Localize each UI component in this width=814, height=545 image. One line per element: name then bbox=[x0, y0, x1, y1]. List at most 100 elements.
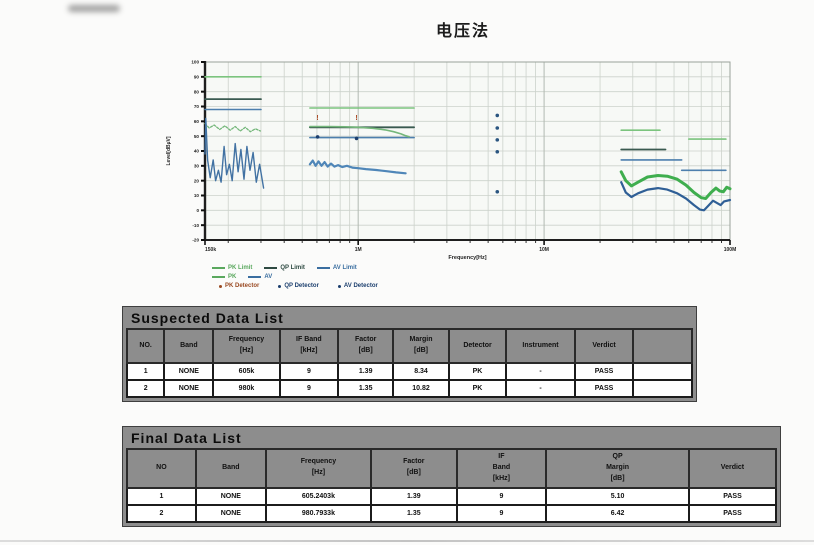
suspected-data-table: Suspected Data List NO. Band Frequency [Hz] I… bbox=[122, 306, 697, 402]
legend-label: AV Detector bbox=[343, 283, 378, 289]
legend-item: AV bbox=[248, 274, 272, 280]
table-row: 1 NONE 605k 9 1.39 8.34 PK - PASS bbox=[125, 362, 693, 381]
legend-label: PK bbox=[228, 274, 237, 280]
y-tick-label: 100 bbox=[191, 60, 199, 65]
table-cell: PK bbox=[447, 362, 508, 381]
legend-row: PK AV bbox=[212, 274, 378, 280]
y-axis-label: Level[dBµV] bbox=[166, 136, 172, 165]
marker-pk-detector-icon: ! bbox=[316, 115, 318, 122]
table-cell: 9 bbox=[278, 362, 340, 381]
table-cell: 9 bbox=[455, 503, 548, 523]
table-cell: NONE bbox=[163, 379, 215, 398]
x-tick-label: 10M bbox=[539, 247, 549, 253]
column-header: Frequency [Hz] bbox=[212, 328, 281, 364]
table-cell: 9 bbox=[455, 486, 548, 506]
legend-label: AV Limit bbox=[332, 265, 357, 271]
table-cell: 9 bbox=[278, 379, 340, 398]
y-tick-label: 80 bbox=[194, 89, 200, 94]
series-av-low-band bbox=[204, 117, 265, 189]
legend-swatch-line-icon bbox=[264, 267, 278, 269]
legend-item: AV Detector bbox=[331, 283, 378, 289]
marker-marker-stack-icon bbox=[495, 113, 500, 118]
x-axis-label: Frequency[Hz] bbox=[448, 255, 486, 261]
table-cell: NONE bbox=[194, 503, 267, 523]
x-tick-label: 150k bbox=[205, 247, 216, 253]
y-tick-label: -20 bbox=[192, 238, 199, 243]
legend-label: PK Detector bbox=[225, 283, 260, 289]
table-row: 2 NONE 980k 9 1.35 10.82 PK - PASS bbox=[125, 379, 693, 398]
page-title: 电压法 bbox=[436, 23, 491, 40]
data-grid: NO Band Frequency [Hz] Factor [dB] IF Band [kHz]… bbox=[126, 448, 778, 523]
table-cell: 980k bbox=[212, 379, 281, 398]
table-cell: NONE bbox=[194, 486, 267, 506]
column-header: QP Margin [dB] bbox=[545, 448, 690, 489]
legend-swatch-dot-icon bbox=[337, 284, 341, 288]
table-cell: PK bbox=[447, 379, 508, 398]
marker-marker-stack-icon bbox=[495, 138, 500, 142]
table-cell: 1.39 bbox=[369, 486, 458, 506]
column-header: Band bbox=[194, 448, 267, 489]
marker-marker-stack-icon bbox=[495, 149, 500, 154]
table-cell: 2 bbox=[125, 379, 166, 398]
table-cell: 2 bbox=[126, 503, 197, 523]
y-tick-label: 40 bbox=[194, 149, 200, 154]
legend-item: QP Detector bbox=[271, 283, 319, 289]
column-header: Verdict bbox=[573, 328, 635, 364]
y-tick-label: 10 bbox=[194, 193, 200, 198]
legend-swatch-line-icon bbox=[212, 267, 225, 269]
table-cell bbox=[632, 362, 693, 381]
column-header: Instrument bbox=[505, 328, 576, 364]
legend-swatch-line-icon bbox=[248, 276, 262, 278]
legend-label: PK Limit bbox=[228, 265, 253, 271]
y-tick-label: 20 bbox=[194, 178, 200, 183]
chart-series bbox=[204, 75, 732, 212]
table-row: 2 NONE 980.7933k 1.35 9 6.42 PASS bbox=[126, 503, 778, 523]
page-bottom-divider bbox=[0, 540, 814, 542]
header-row: NO Band Frequency [Hz] Factor [dB] IF Band [kHz]… bbox=[126, 448, 778, 489]
marker-qp-detector-icon bbox=[354, 136, 359, 141]
legend-row: PK Limit QP Limit AV Limit bbox=[212, 265, 378, 271]
y-tick-label: 90 bbox=[194, 75, 200, 80]
legend-item: PK Limit bbox=[212, 265, 252, 271]
y-tick-label: 70 bbox=[194, 104, 200, 109]
table-cell: 1.35 bbox=[337, 379, 395, 398]
table-cell: 5.10 bbox=[545, 486, 690, 506]
table-cell: 6.42 bbox=[545, 503, 690, 523]
series-pk-mid-band bbox=[309, 125, 410, 138]
legend-item: QP Limit bbox=[264, 265, 305, 271]
table-cell: 10.82 bbox=[392, 379, 450, 398]
column-header: Verdict bbox=[687, 448, 778, 489]
column-header bbox=[632, 328, 693, 364]
final-data-table: Final Data List NO Band Frequency [Hz] Factor… bbox=[122, 426, 781, 527]
x-tick-label: 100M bbox=[724, 247, 737, 253]
header-row: NO. Band Frequency [Hz] IF Band [kHz] Factor [d… bbox=[125, 328, 693, 364]
marker-pk-detector-icon: ! bbox=[355, 115, 357, 122]
y-tick-label: 60 bbox=[194, 119, 200, 124]
legend-label: QP Detector bbox=[284, 283, 319, 289]
column-header: Margin [dB] bbox=[392, 328, 450, 364]
column-header: Factor [dB] bbox=[369, 448, 458, 489]
column-header: Frequency [Hz] bbox=[264, 448, 372, 489]
table-cell: 980.7933k bbox=[264, 503, 372, 523]
marker-marker-stack-icon bbox=[495, 126, 500, 130]
photo-artifact bbox=[68, 5, 120, 12]
x-tick-label: 1M bbox=[355, 247, 362, 253]
table-cell: 1 bbox=[125, 362, 166, 381]
legend-item: PK Detector bbox=[212, 283, 259, 289]
chart-markers: !! bbox=[315, 113, 500, 194]
table-cell: 1.39 bbox=[337, 362, 395, 381]
y-tick-label: 30 bbox=[194, 164, 200, 169]
table-cell: 1 bbox=[126, 486, 197, 506]
table-cell: PASS bbox=[687, 503, 778, 523]
data-grid: NO. Band Frequency [Hz] IF Band [kHz] Factor [d… bbox=[125, 328, 693, 398]
marker-qp-detector-icon bbox=[315, 135, 320, 139]
series-av-high-band bbox=[620, 181, 732, 212]
table-title: Suspected Data List bbox=[131, 310, 284, 326]
legend-swatch-line-icon bbox=[212, 276, 225, 278]
legend-swatch-dot-icon bbox=[278, 284, 282, 288]
table-row: 1 NONE 605.2403k 1.39 9 5.10 PASS bbox=[126, 486, 778, 506]
series-pk-high-band bbox=[619, 170, 732, 200]
table-cell: PASS bbox=[573, 362, 635, 381]
